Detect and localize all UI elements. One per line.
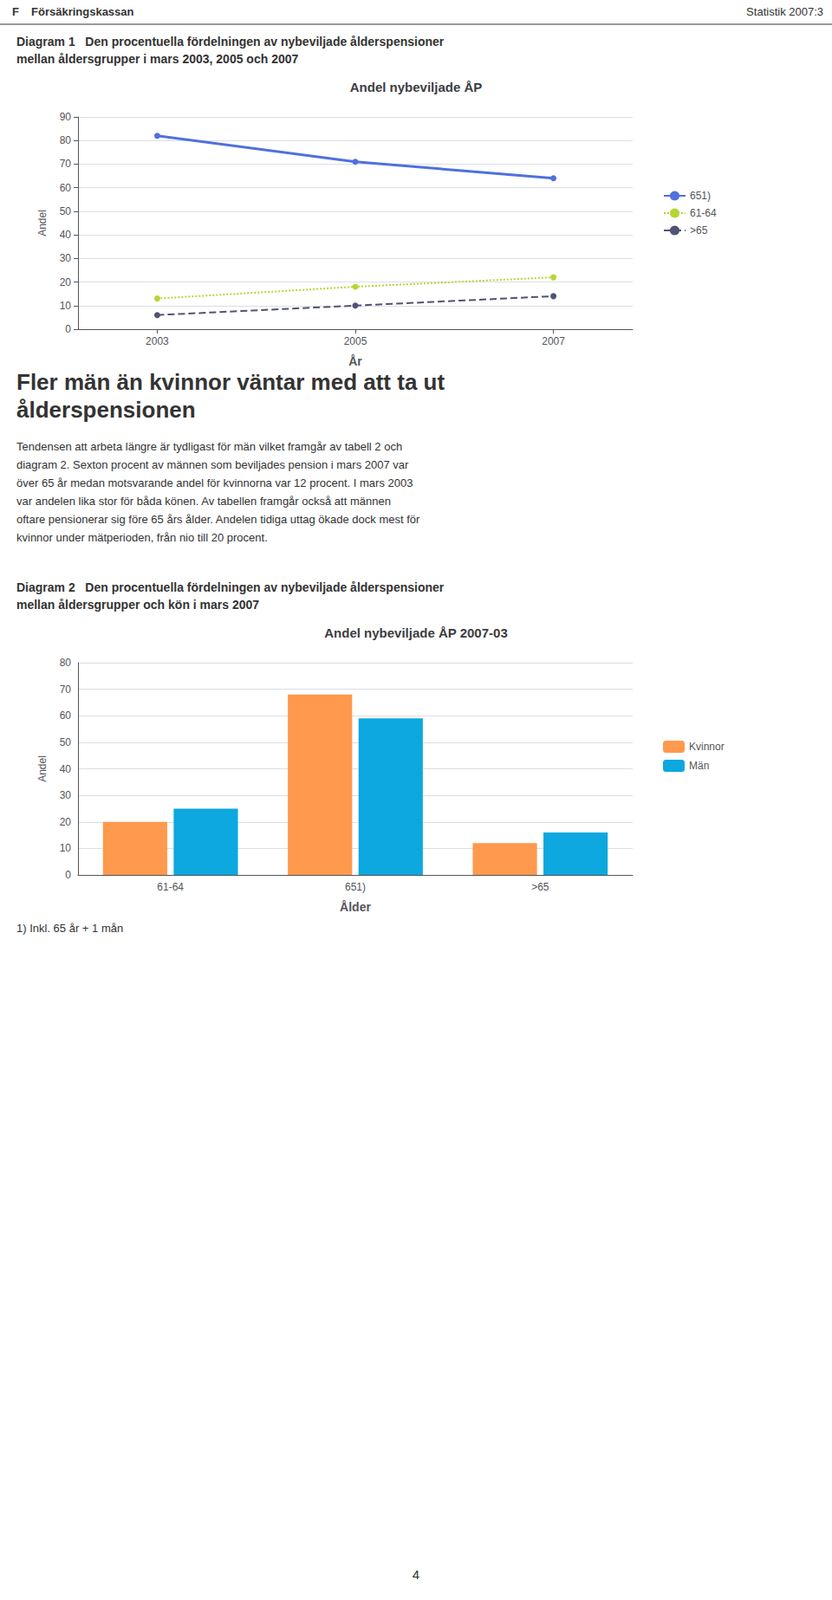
svg-text:över 65 år medan motsvarande a: över 65 år medan motsvarande andel för k… [16,476,413,490]
svg-text:0: 0 [65,869,72,882]
svg-text:60: 60 [59,709,72,722]
svg-text:Män: Män [689,760,709,773]
svg-text:>65: >65 [531,881,550,894]
svg-text:var andelen lika stor för båda: var andelen lika stor för båda könen. Av… [16,494,391,508]
svg-text:90: 90 [59,110,72,124]
svg-text:Statistik 2007:3: Statistik 2007:3 [746,5,824,19]
svg-text:2003: 2003 [145,335,169,348]
svg-text:70: 70 [59,683,72,696]
svg-text:Andel nybeviljade ÅP 2007-03: Andel nybeviljade ÅP 2007-03 [324,625,508,641]
svg-text:mellan åldersgrupper och kön i: mellan åldersgrupper och kön i mars 2007 [16,598,260,612]
svg-text:4: 4 [412,1567,420,1583]
svg-text:0: 0 [65,323,72,336]
svg-text:30: 30 [59,252,72,265]
svg-text:diagram 2. Sexton procent av m: diagram 2. Sexton procent av männen som … [16,458,410,472]
svg-text:651): 651) [689,189,711,202]
svg-text:10: 10 [59,842,72,855]
svg-text:Fler män än kvinnor väntar med: Fler män än kvinnor väntar med att ta ut [16,369,445,396]
svg-text:>65: >65 [689,224,709,237]
svg-text:Ålder: Ålder [339,900,371,915]
svg-text:Försäkringskassan: Försäkringskassan [31,5,135,19]
svg-text:mellan åldersgrupper i mars 20: mellan åldersgrupper i mars 2003, 2005 o… [16,52,299,66]
svg-text:80: 80 [59,134,72,147]
svg-text:Diagram 2 Den procentuella f: Diagram 2 Den procentuella fördelningen … [16,580,445,595]
svg-text:Diagram 1 Den procentuella f: Diagram 1 Den procentuella fördelningen … [16,34,445,49]
svg-text:40: 40 [59,763,72,776]
svg-text:oftare pensionerar sig före 65: oftare pensionerar sig före 65 års ålder… [16,513,421,527]
svg-text:F: F [12,5,20,19]
svg-text:1) Inkl. 65 år + 1 mån: 1) Inkl. 65 år + 1 mån [16,922,124,936]
svg-text:Andel: Andel [36,209,49,237]
svg-text:Andel: Andel [36,755,49,783]
svg-text:61-64: 61-64 [156,881,184,894]
svg-text:2007: 2007 [541,335,566,348]
svg-text:20: 20 [59,816,72,829]
svg-text:Kvinnor: Kvinnor [689,741,725,754]
svg-text:50: 50 [59,736,72,749]
svg-text:70: 70 [59,157,72,170]
svg-text:40: 40 [59,228,72,241]
svg-text:61-64: 61-64 [689,207,717,220]
svg-text:30: 30 [59,789,72,802]
svg-text:2005: 2005 [344,335,368,348]
svg-text:50: 50 [59,205,72,218]
svg-text:651): 651) [344,881,366,894]
svg-text:ålderspensionen: ålderspensionen [16,396,196,423]
svg-text:20: 20 [59,276,72,289]
svg-text:Andel nybeviljade ÅP: Andel nybeviljade ÅP [350,79,483,95]
svg-text:80: 80 [59,656,72,670]
svg-text:År: År [348,354,363,369]
svg-text:60: 60 [59,182,72,195]
svg-text:Tendensen att arbeta längre är: Tendensen att arbeta längre är tydligast… [16,440,403,454]
svg-text:kvinnor under mätperioden, frå: kvinnor under mätperioden, från nio till… [16,531,268,545]
svg-text:10: 10 [59,299,72,312]
